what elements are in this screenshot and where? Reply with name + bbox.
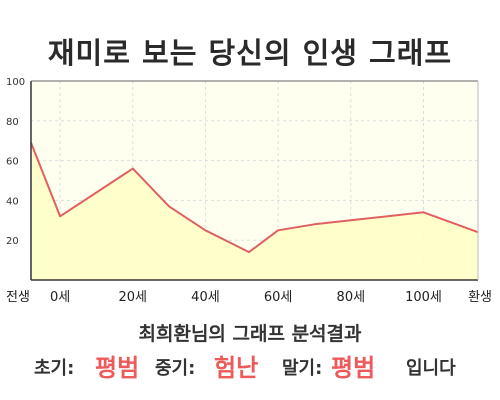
mid-label: 중기: bbox=[155, 358, 196, 379]
x-tick-label: 40세 bbox=[191, 290, 220, 305]
x-tick-label: 20세 bbox=[118, 290, 147, 305]
early-label: 초기: bbox=[34, 358, 75, 379]
y-tick-label: 40 bbox=[6, 196, 19, 207]
x-tick-label: 환생 bbox=[468, 290, 492, 305]
life-graph-chart: 20 40 60 80 100 전생 0세 20세 40세 60세 80세 100세 환생 bbox=[6, 77, 492, 305]
y-tick-label: 60 bbox=[6, 157, 19, 168]
x-tick-label: 80세 bbox=[337, 290, 366, 305]
x-tick-label: 100세 bbox=[405, 290, 442, 305]
y-tick-label: 80 bbox=[6, 117, 19, 128]
page-title: 재미로 보는 당신의 인생 그래프 bbox=[47, 36, 453, 70]
y-tick-label: 100 bbox=[6, 77, 25, 88]
series-line bbox=[30, 142, 479, 254]
late-label: 말기: bbox=[282, 358, 323, 379]
analysis-summary: 초기: 평범 중기: 험난 말기: 평범 입니다 bbox=[0, 346, 500, 382]
x-tick-label: 0세 bbox=[50, 290, 70, 305]
analysis-title: 최희환님의 그래프 분석결과 bbox=[138, 323, 362, 345]
x-tick-label: 60세 bbox=[264, 290, 293, 305]
late-value: 평범 bbox=[331, 354, 376, 382]
y-tick-label: 20 bbox=[6, 236, 19, 247]
early-value: 평범 bbox=[95, 354, 140, 382]
mid-value: 험난 bbox=[214, 354, 259, 382]
suffix-text: 입니다 bbox=[406, 358, 456, 379]
x-tick-label: 전생 bbox=[6, 290, 30, 305]
area-fill bbox=[31, 142, 478, 280]
